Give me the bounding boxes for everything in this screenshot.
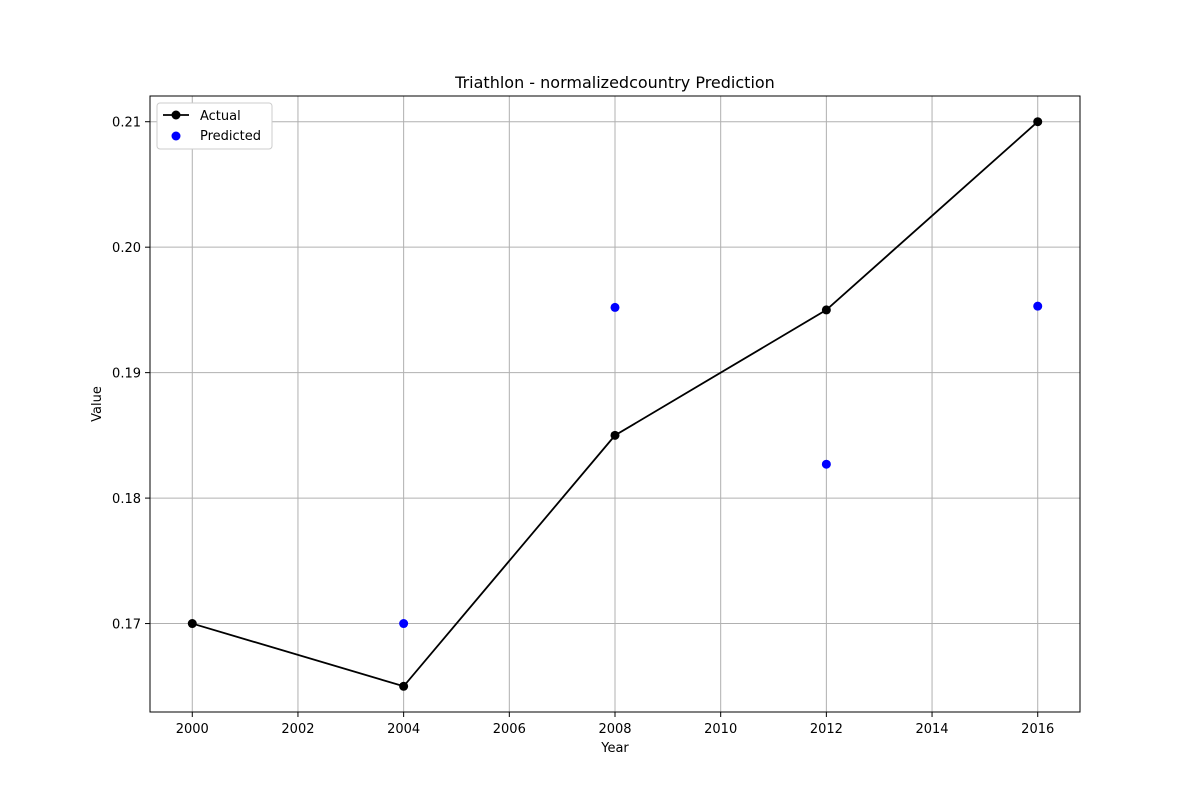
y-tick-label: 0.17 xyxy=(112,618,141,633)
predicted-point xyxy=(610,302,620,312)
actual-point xyxy=(187,619,197,629)
y-axis-label: Value xyxy=(90,386,105,422)
legend-actual-marker xyxy=(171,110,181,120)
legend-predicted-marker xyxy=(171,131,181,141)
x-tick-label: 2008 xyxy=(598,722,631,737)
chart-title: Triathlon - normalizedcountry Prediction xyxy=(454,73,775,92)
x-tick-label: 2014 xyxy=(915,722,948,737)
y-axis: 0.17 0.18 0.19 0.20 0.21 xyxy=(112,116,150,633)
actual-point xyxy=(399,681,409,691)
predicted-point xyxy=(1033,301,1043,311)
y-tick-label: 0.18 xyxy=(112,492,141,507)
legend-predicted-label: Predicted xyxy=(200,129,261,144)
series-layer xyxy=(187,117,1043,691)
x-axis: 2000 2002 2004 2006 2008 2010 2012 2014 2016 xyxy=(176,712,1054,737)
actual-point xyxy=(821,305,831,315)
x-tick-label: 2004 xyxy=(387,722,420,737)
actual-point xyxy=(610,430,620,440)
x-tick-label: 2000 xyxy=(176,722,209,737)
x-tick-label: 2016 xyxy=(1021,722,1054,737)
x-tick-label: 2006 xyxy=(493,722,526,737)
x-tick-label: 2002 xyxy=(281,722,314,737)
y-tick-label: 0.20 xyxy=(112,241,141,256)
y-tick-label: 0.21 xyxy=(112,116,141,131)
x-tick-label: 2012 xyxy=(810,722,843,737)
y-tick-label: 0.19 xyxy=(112,367,141,382)
predicted-point xyxy=(399,619,409,629)
legend-actual-label: Actual xyxy=(200,109,241,124)
predicted-point xyxy=(821,459,831,469)
x-axis-label: Year xyxy=(600,741,629,756)
actual-point xyxy=(1033,117,1043,127)
x-tick-label: 2010 xyxy=(704,722,737,737)
grid xyxy=(150,96,1080,712)
legend: Actual Predicted xyxy=(156,102,273,150)
